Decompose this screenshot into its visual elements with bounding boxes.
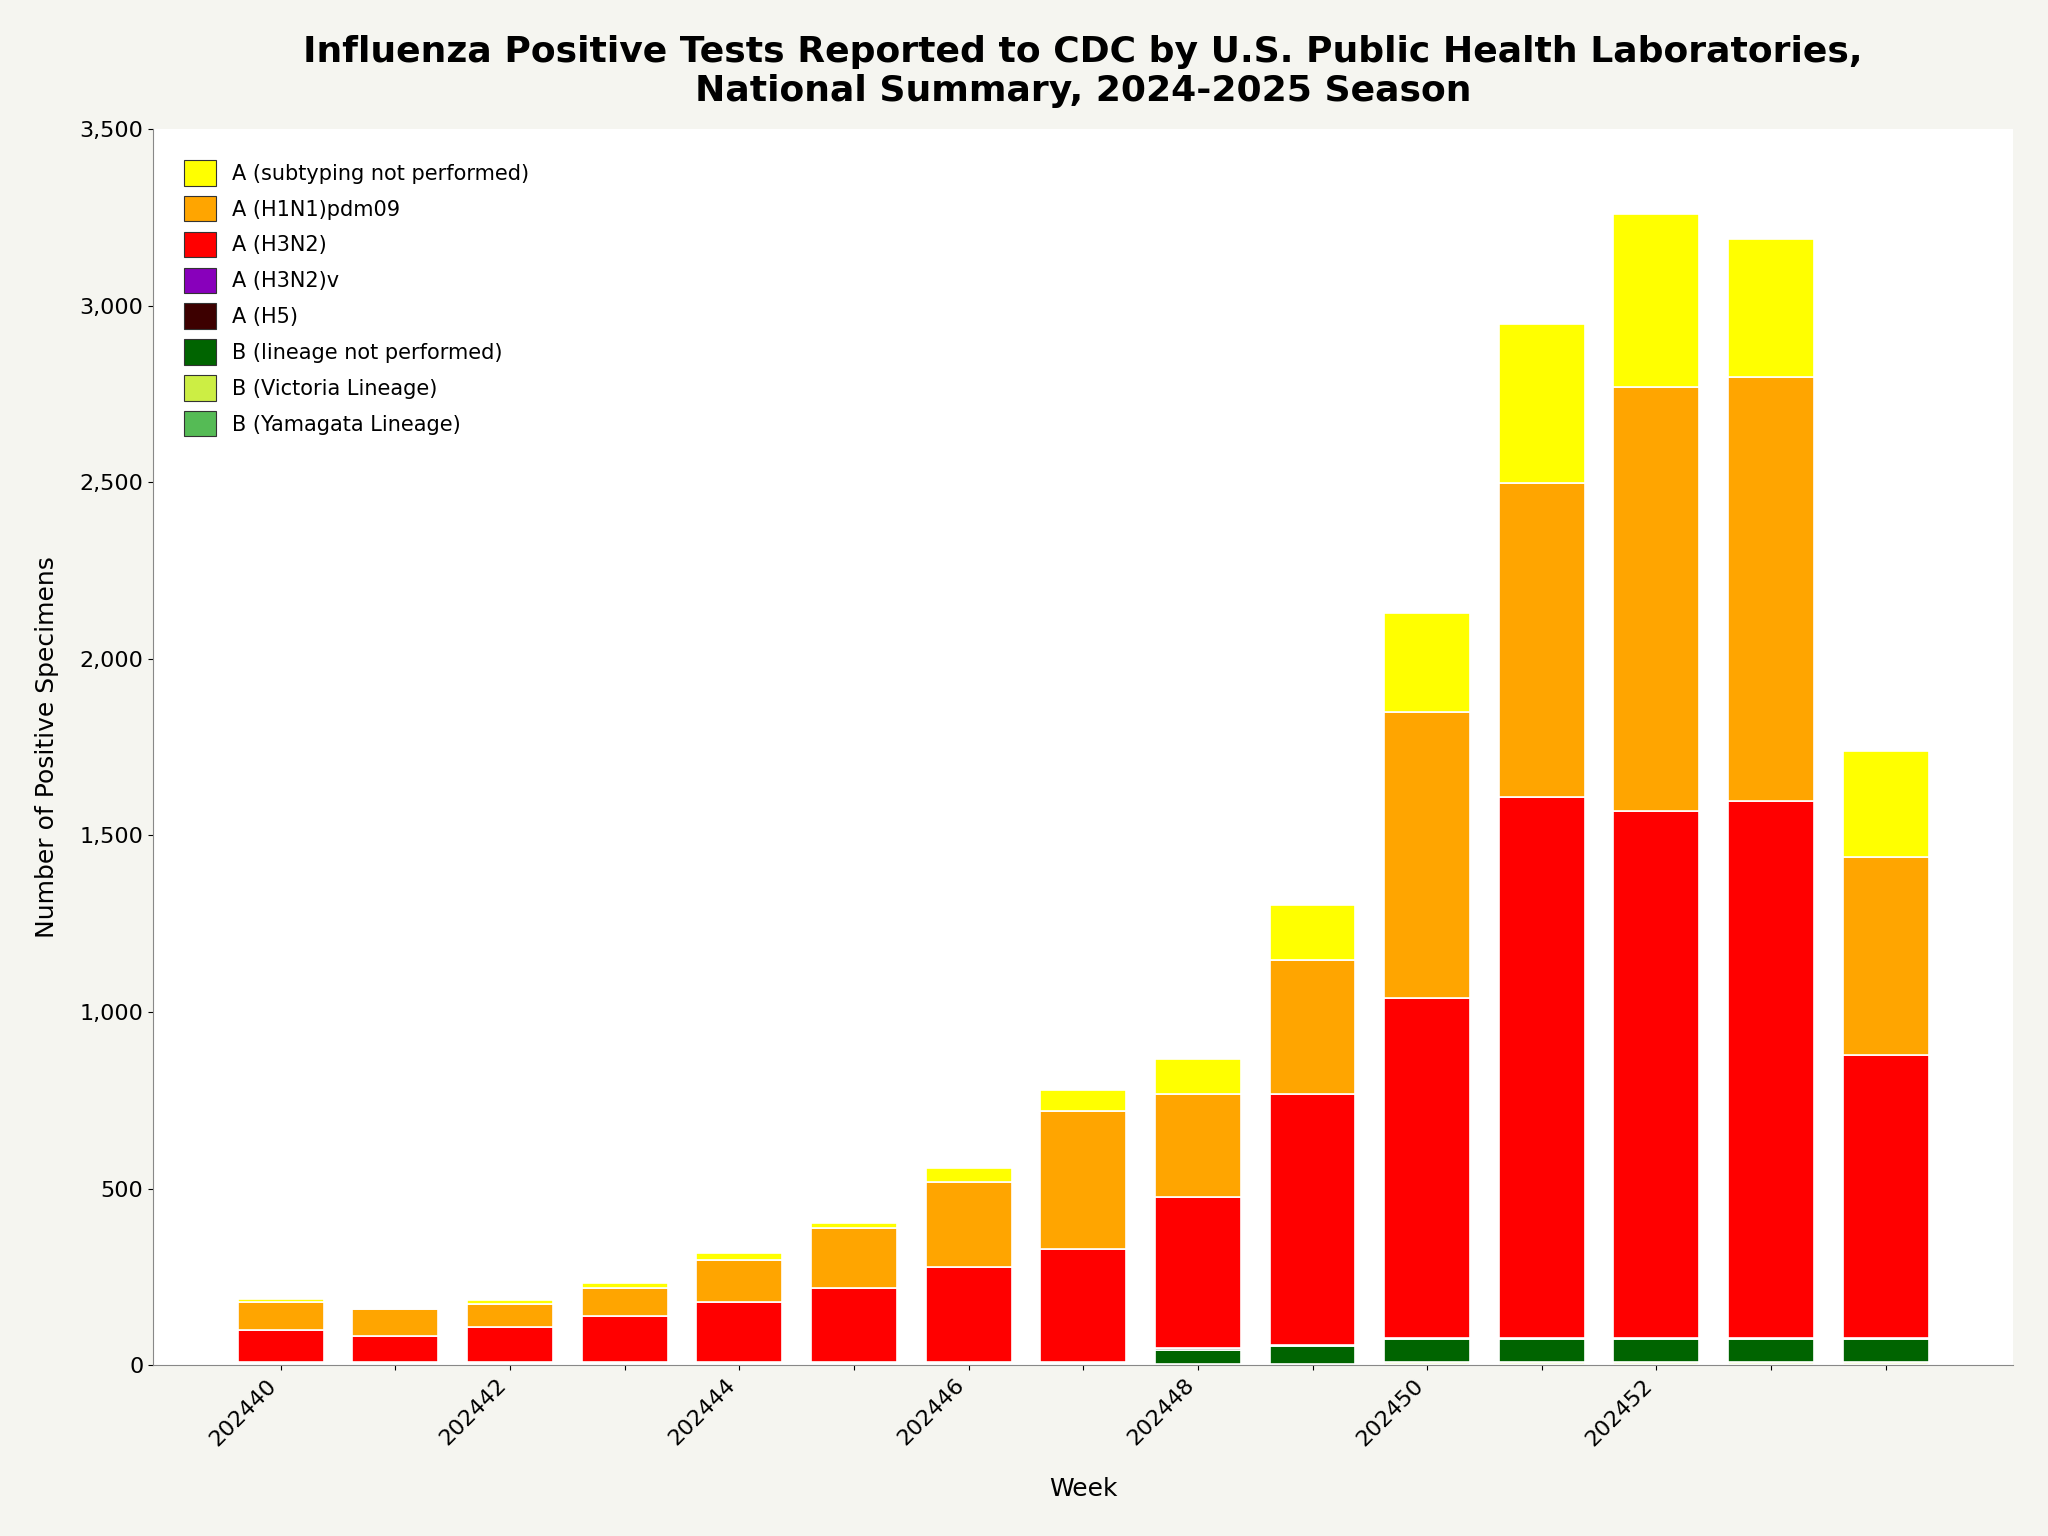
Title: Influenza Positive Tests Reported to CDC by U.S. Public Health Laboratories,
Nat: Influenza Positive Tests Reported to CDC…	[303, 35, 1864, 108]
Bar	[926, 1167, 1012, 1181]
Bar	[1729, 376, 1815, 800]
Bar	[1614, 1364, 1700, 1366]
Bar	[467, 1301, 553, 1304]
Bar	[1614, 1339, 1700, 1362]
Bar	[1499, 482, 1585, 797]
Bar	[1729, 1362, 1815, 1364]
Bar	[1614, 1362, 1700, 1364]
Bar	[926, 1267, 1012, 1362]
Bar	[1499, 797, 1585, 1338]
Bar	[1843, 1364, 1929, 1366]
Bar	[1499, 1339, 1585, 1362]
Bar	[1843, 1339, 1929, 1362]
Bar	[1499, 1364, 1585, 1366]
Bar	[1384, 1364, 1470, 1366]
Bar	[696, 1253, 782, 1260]
Bar	[582, 1289, 668, 1316]
Bar	[1270, 905, 1356, 960]
Bar	[1614, 214, 1700, 387]
Bar	[696, 1260, 782, 1303]
Bar	[352, 1309, 438, 1336]
Bar	[582, 1283, 668, 1289]
Bar	[1614, 387, 1700, 811]
Bar	[811, 1223, 897, 1227]
Bar	[811, 1227, 897, 1289]
Bar	[811, 1289, 897, 1362]
Bar	[1499, 1362, 1585, 1364]
Y-axis label: Number of Positive Specimens: Number of Positive Specimens	[35, 556, 59, 938]
Bar	[1729, 1339, 1815, 1362]
Bar	[1499, 324, 1585, 482]
Bar	[1155, 1197, 1241, 1349]
Legend: A (subtyping not performed), A (H1N1)pdm09, A (H3N2), A (H3N2)v, A (H5), B (line: A (subtyping not performed), A (H1N1)pdm…	[164, 140, 551, 458]
Bar	[1384, 1339, 1470, 1362]
Bar	[1843, 857, 1929, 1055]
X-axis label: Week: Week	[1049, 1478, 1118, 1501]
Bar	[1614, 811, 1700, 1338]
Bar	[1270, 1094, 1356, 1346]
Bar	[238, 1330, 324, 1362]
Bar	[1729, 1364, 1815, 1366]
Bar	[238, 1303, 324, 1330]
Bar	[1155, 1350, 1241, 1364]
Bar	[1270, 1346, 1356, 1364]
Bar	[1843, 1362, 1929, 1364]
Bar	[1384, 998, 1470, 1338]
Bar	[467, 1327, 553, 1362]
Bar	[1729, 238, 1815, 376]
Bar	[1843, 751, 1929, 857]
Bar	[1270, 960, 1356, 1094]
Bar	[1384, 1362, 1470, 1364]
Bar	[1843, 1055, 1929, 1338]
Bar	[467, 1304, 553, 1327]
Bar	[1040, 1249, 1126, 1361]
Bar	[926, 1181, 1012, 1267]
Bar	[1155, 1058, 1241, 1094]
Bar	[1040, 1089, 1126, 1111]
Bar	[238, 1298, 324, 1303]
Bar	[582, 1316, 668, 1362]
Bar	[352, 1336, 438, 1362]
Bar	[1040, 1111, 1126, 1249]
Bar	[1384, 713, 1470, 998]
Bar	[1155, 1094, 1241, 1197]
Bar	[1384, 613, 1470, 713]
Bar	[696, 1303, 782, 1362]
Bar	[1729, 800, 1815, 1338]
Bar	[352, 1307, 438, 1309]
